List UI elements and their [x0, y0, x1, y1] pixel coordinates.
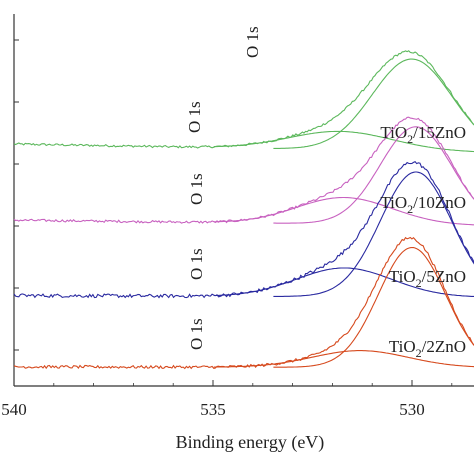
- x-tick-label: 540: [1, 400, 27, 419]
- shoulder-peak-fit: [213, 196, 474, 226]
- series-0: [13, 50, 474, 153]
- labels-layer: TiO2/15ZnO O 1s TiO2/10ZnO O 1s TiO2/5ZnO O 1…: [185, 26, 466, 360]
- series-label: TiO2/10ZnO: [380, 193, 466, 216]
- series-label: TiO2/5ZnO: [389, 267, 466, 290]
- shoulder-peak-label: O 1s: [185, 101, 204, 133]
- series-layer: [13, 50, 474, 370]
- shoulder-peak-label: O 1s: [187, 248, 206, 280]
- spectrum-line: [13, 50, 474, 149]
- main-peak-fit: [273, 58, 474, 149]
- main-peak-fit: [273, 171, 474, 297]
- spectrum-line: [13, 116, 474, 224]
- shoulder-peak-fit: [213, 350, 474, 368]
- main-peak-fit: [273, 126, 474, 224]
- series-3: [13, 236, 474, 370]
- axes: 5405355305255: [1, 14, 474, 419]
- shoulder-peak-fit: [213, 130, 474, 153]
- series-2: [13, 161, 474, 299]
- x-tick-label: 535: [200, 400, 226, 419]
- series-label: TiO2/15ZnO: [380, 123, 466, 146]
- shoulder-peak-label: O 1s: [187, 173, 206, 205]
- shoulder-peak-label: O 1s: [187, 318, 206, 350]
- series-1: [13, 116, 474, 226]
- x-tick-label: 530: [399, 400, 425, 419]
- main-peak-label: O 1s: [243, 26, 262, 58]
- shoulder-peak-fit: [213, 267, 474, 298]
- main-peak-fit: [273, 246, 474, 368]
- spectrum-line: [13, 161, 474, 299]
- x-axis-title: Binding energy (eV): [176, 432, 325, 453]
- spectrum-line: [13, 236, 474, 370]
- series-label: TiO2/2ZnO: [389, 337, 466, 360]
